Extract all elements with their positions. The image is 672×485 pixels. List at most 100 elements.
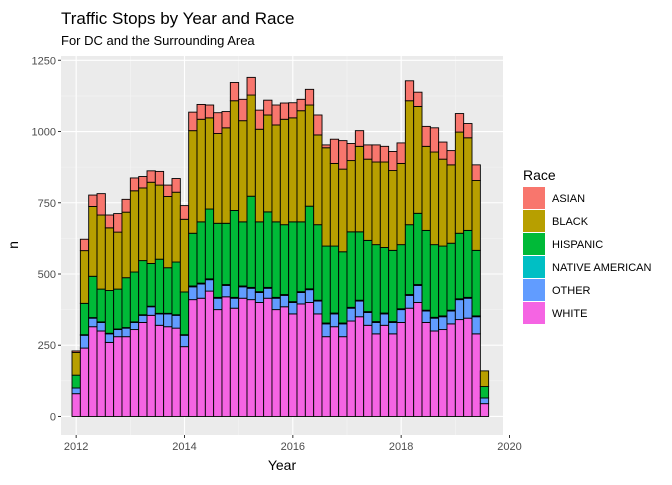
bar-other bbox=[96, 321, 106, 332]
bar-white bbox=[271, 309, 281, 417]
bar-asian bbox=[179, 205, 190, 220]
bar-other bbox=[138, 314, 148, 323]
bar-other bbox=[129, 321, 140, 331]
bar-other bbox=[121, 327, 131, 338]
bar-hispanic bbox=[288, 221, 298, 303]
bar-asian bbox=[254, 109, 265, 130]
bar-other bbox=[254, 292, 265, 303]
bar-hispanic bbox=[479, 386, 490, 399]
bar-asian bbox=[146, 170, 156, 183]
bar-white bbox=[379, 324, 390, 417]
bar-white bbox=[404, 307, 415, 417]
bar-hispanic bbox=[246, 195, 256, 288]
bar-white bbox=[79, 347, 90, 417]
bar-white bbox=[338, 336, 348, 417]
legend-label: NATIVE AMERICAN bbox=[552, 262, 651, 274]
bar-other bbox=[413, 284, 423, 303]
bar-asian bbox=[246, 76, 256, 96]
bar-hispanic bbox=[363, 239, 373, 313]
bar-asian bbox=[204, 104, 215, 119]
bar-asian bbox=[379, 145, 390, 163]
bar-white bbox=[279, 306, 290, 417]
bar-other bbox=[263, 287, 273, 299]
bar-white bbox=[238, 297, 248, 417]
bar-hispanic bbox=[129, 271, 140, 323]
bar-black bbox=[79, 250, 90, 304]
legend-label: OTHER bbox=[552, 285, 591, 297]
bar-other bbox=[163, 313, 173, 328]
bar-black bbox=[304, 104, 315, 207]
bar-asian bbox=[229, 82, 240, 102]
bar-hispanic bbox=[454, 232, 465, 300]
bar-black bbox=[154, 184, 165, 260]
bar-asian bbox=[138, 176, 148, 189]
bar-black bbox=[396, 162, 406, 246]
legend-label: BLACK bbox=[552, 216, 589, 228]
bar-white bbox=[121, 336, 131, 417]
bar-white bbox=[413, 302, 423, 417]
bar-other bbox=[296, 292, 306, 305]
bar-other bbox=[229, 297, 240, 309]
bar-white bbox=[221, 296, 231, 417]
x-axis-label: Year bbox=[268, 457, 297, 473]
bar-black bbox=[388, 170, 398, 251]
legend-swatch bbox=[523, 187, 545, 209]
bar-other bbox=[321, 323, 331, 338]
bar-hispanic bbox=[229, 209, 240, 298]
legend-swatch bbox=[523, 256, 545, 278]
bar-white bbox=[179, 346, 190, 417]
bar-black bbox=[121, 211, 131, 279]
bar-other bbox=[71, 387, 81, 395]
bar-hispanic bbox=[413, 212, 423, 285]
bar-white bbox=[213, 309, 223, 417]
bar-black bbox=[404, 100, 415, 226]
bar-asian bbox=[196, 103, 206, 120]
y-tick-label: 250 bbox=[38, 340, 56, 352]
legend-title: Race bbox=[523, 167, 556, 183]
bar-other bbox=[479, 397, 490, 405]
bar-hispanic bbox=[379, 247, 390, 314]
bar-white bbox=[396, 321, 406, 417]
bar-black bbox=[179, 218, 190, 293]
bar-hispanic bbox=[138, 260, 148, 316]
bar-white bbox=[263, 297, 273, 417]
bar-asian bbox=[79, 238, 90, 252]
bar-hispanic bbox=[304, 205, 315, 290]
bar-white bbox=[254, 302, 265, 417]
bar-other bbox=[446, 310, 456, 325]
bar-other bbox=[238, 286, 248, 299]
bar-hispanic bbox=[321, 245, 331, 324]
bar-other bbox=[221, 284, 231, 298]
bar-black bbox=[338, 168, 348, 253]
bar-asian bbox=[413, 91, 423, 107]
bar-hispanic bbox=[446, 242, 456, 311]
bar-asian bbox=[71, 350, 81, 353]
bar-hispanic bbox=[188, 232, 198, 287]
x-tick-label: 2020 bbox=[497, 441, 521, 453]
bar-white bbox=[96, 330, 106, 417]
bar-hispanic bbox=[171, 261, 181, 316]
bar-other bbox=[379, 313, 390, 326]
x-tick-label: 2014 bbox=[172, 441, 196, 453]
bar-black bbox=[113, 231, 123, 290]
bar-other bbox=[279, 294, 290, 308]
bar-hispanic bbox=[154, 258, 165, 314]
bar-asian bbox=[154, 170, 165, 186]
legend: Race ASIAN BLACK HISPANIC NATIVE AMERICAN OT… bbox=[523, 167, 651, 324]
bar-other bbox=[338, 323, 348, 338]
bar-black bbox=[71, 351, 81, 376]
x-tick-label: 2012 bbox=[64, 441, 88, 453]
bar-asian bbox=[121, 198, 131, 213]
bar-asian bbox=[279, 102, 290, 120]
bar-black bbox=[138, 187, 148, 262]
bar-hispanic bbox=[421, 229, 431, 311]
bar-white bbox=[304, 302, 315, 417]
bar-white bbox=[171, 327, 181, 417]
bar-black bbox=[288, 117, 298, 223]
bar-other bbox=[104, 333, 115, 343]
bar-asian bbox=[88, 194, 98, 207]
bar-asian bbox=[338, 140, 348, 170]
bar-hispanic bbox=[163, 267, 173, 314]
y-tick-label: 1000 bbox=[32, 127, 56, 139]
